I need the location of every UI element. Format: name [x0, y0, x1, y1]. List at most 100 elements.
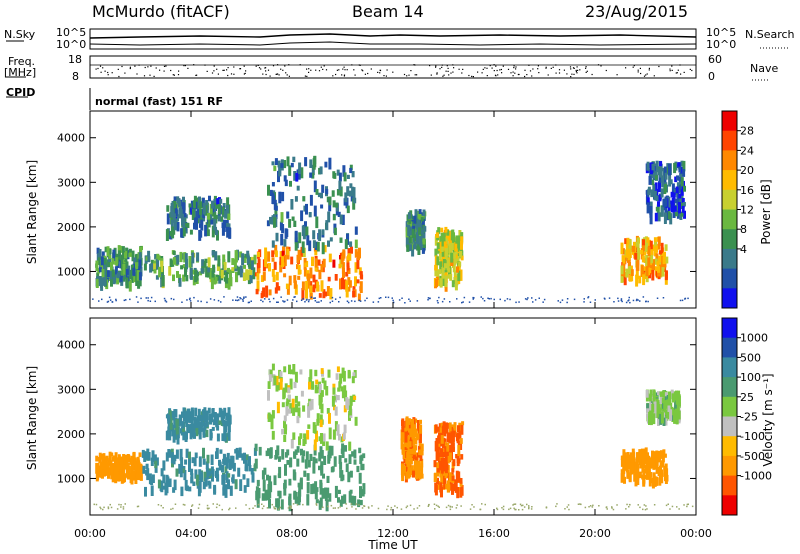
- heat-cell: [239, 479, 243, 491]
- freq-dot: [445, 70, 447, 72]
- heat-cell: [641, 239, 645, 252]
- heat-cell: [344, 239, 348, 250]
- heat-cell: [216, 230, 219, 241]
- freq-dot: [159, 69, 161, 71]
- ground-scatter: [361, 507, 364, 509]
- heat-cell: [130, 275, 134, 283]
- heat-cell: [103, 258, 107, 268]
- heat-cell: [283, 273, 287, 278]
- heat-cell: [136, 469, 140, 475]
- heat-cell: [454, 254, 458, 259]
- heat-cell: [135, 262, 138, 270]
- ground-scatter: [512, 504, 514, 506]
- ground-scatter: [154, 300, 156, 303]
- heat-cell: [672, 209, 676, 218]
- ground-scatter: [184, 504, 186, 506]
- ground-scatter: [186, 299, 188, 301]
- ground-scatter: [543, 298, 546, 301]
- heat-cell: [645, 461, 649, 472]
- heat-cell: [625, 455, 629, 466]
- heat-cell: [643, 266, 647, 271]
- freq-dot: [547, 74, 549, 76]
- freq-dot: [537, 68, 539, 70]
- heat-cell: [418, 227, 422, 235]
- heat-cell: [110, 466, 114, 474]
- ground-scatter: [272, 297, 275, 300]
- heat-cell: [411, 419, 415, 429]
- heat-cell: [444, 248, 448, 260]
- heat-cell: [272, 274, 276, 282]
- heat-cell: [243, 485, 247, 493]
- heat-cell: [302, 439, 306, 446]
- ground-scatter: [213, 299, 216, 301]
- ground-scatter: [628, 299, 630, 301]
- heat-cell: [625, 268, 629, 278]
- ground-scatter: [527, 297, 529, 299]
- freq-dot: [335, 73, 337, 76]
- ground-scatter: [165, 301, 168, 303]
- ground-scatter: [248, 301, 251, 304]
- freq-dot: [637, 71, 639, 73]
- freq-dot: [346, 69, 348, 71]
- ground-scatter: [506, 298, 509, 300]
- heat-cell: [668, 163, 671, 176]
- heat-cell: [646, 161, 650, 171]
- freq-dot: [524, 75, 526, 78]
- heat-cell: [290, 369, 293, 375]
- heat-cell: [641, 458, 645, 465]
- freq-dot: [435, 65, 437, 67]
- heat-cell: [668, 391, 671, 402]
- heat-cell: [412, 470, 415, 478]
- heat-cell: [179, 417, 182, 426]
- heat-cell: [248, 456, 251, 467]
- heat-cell: [296, 264, 299, 270]
- heat-cell: [438, 460, 442, 471]
- heat-cell: [267, 390, 270, 401]
- ground-scatter: [471, 504, 473, 506]
- heat-cell: [95, 455, 99, 462]
- ground-scatter: [589, 505, 592, 507]
- ground-scatter: [290, 505, 292, 507]
- heat-cell: [406, 461, 410, 467]
- heat-cell: [267, 484, 271, 493]
- heat-cell: [317, 259, 321, 266]
- heat-cell: [453, 270, 457, 278]
- heat-cell: [444, 268, 448, 275]
- heat-cell: [254, 458, 258, 469]
- ground-scatter: [626, 503, 628, 506]
- heat-cell: [165, 452, 169, 462]
- ground-scatter: [405, 506, 408, 509]
- colorbar-tick-label: 25: [740, 391, 754, 404]
- heat-cell: [109, 270, 113, 280]
- ground-scatter: [266, 507, 269, 509]
- heat-cell: [332, 259, 336, 268]
- heat-cell: [650, 249, 654, 256]
- heat-cell: [95, 462, 99, 474]
- heat-cell: [294, 395, 298, 403]
- heat-cell: [246, 255, 250, 266]
- ground-scatter: [502, 505, 505, 508]
- heat-cell: [122, 251, 125, 260]
- heat-cell: [211, 250, 215, 256]
- heat-cell: [674, 198, 678, 204]
- heat-cell: [125, 277, 129, 289]
- heat-cell: [680, 192, 684, 201]
- freq-dot: [510, 72, 512, 74]
- heat-cell: [221, 464, 224, 473]
- heat-cell: [294, 230, 298, 243]
- ground-scatter: [125, 299, 127, 301]
- heat-cell: [115, 253, 119, 258]
- freq-dot: [187, 67, 189, 69]
- ground-scatter: [147, 297, 149, 299]
- y-tick-label: 4000: [57, 132, 85, 145]
- heat-cell: [453, 422, 457, 434]
- heat-cell: [215, 423, 219, 428]
- heat-cell: [352, 290, 356, 298]
- heat-cell: [122, 263, 126, 275]
- heat-cell: [264, 489, 268, 501]
- heat-cell: [277, 473, 281, 478]
- freq-dot: [134, 65, 136, 67]
- heat-cell: [103, 276, 106, 286]
- ground-scatter: [479, 508, 481, 511]
- ground-scatter: [208, 507, 210, 509]
